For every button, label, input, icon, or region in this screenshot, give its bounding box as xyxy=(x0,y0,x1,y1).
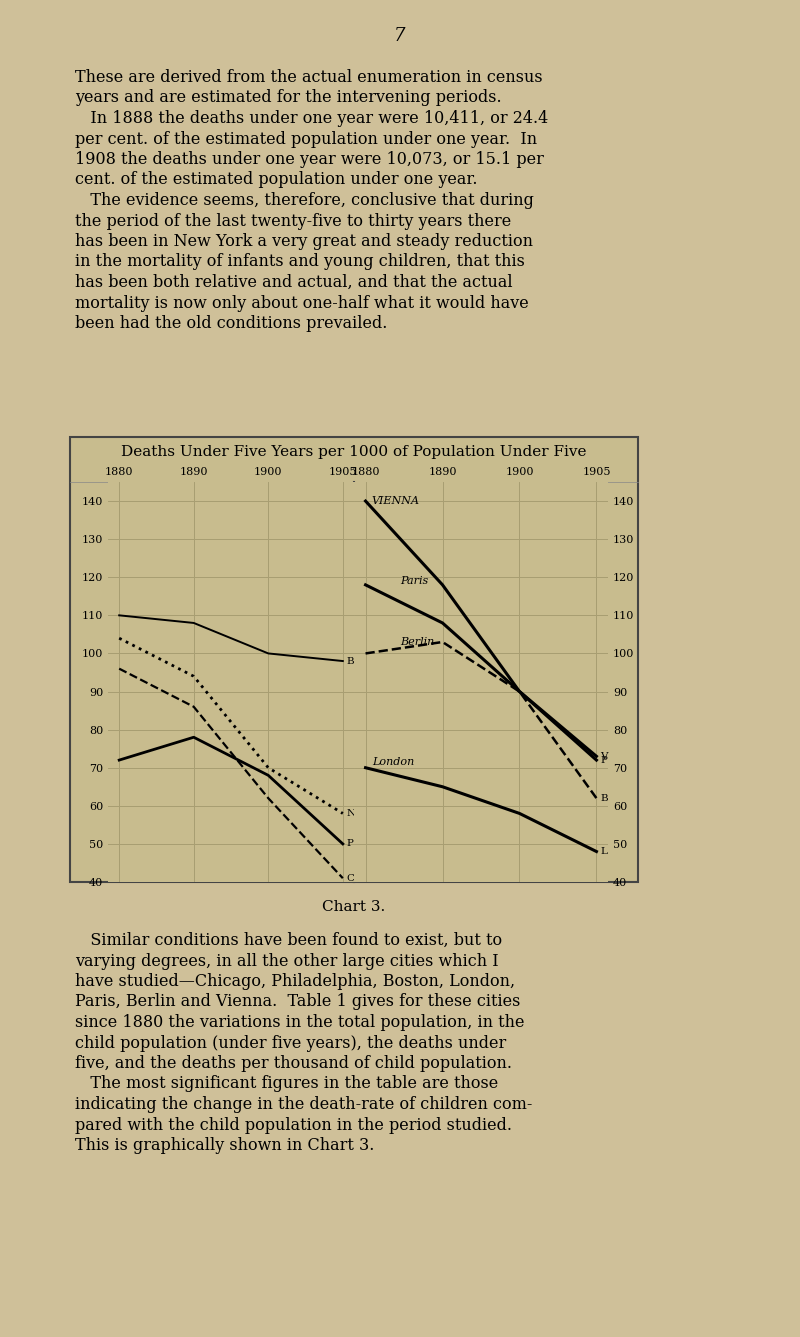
Text: The evidence seems, therefore, conclusive that during: The evidence seems, therefore, conclusiv… xyxy=(75,193,534,209)
Text: Berlin: Berlin xyxy=(400,636,434,647)
Text: C: C xyxy=(346,873,354,882)
Text: has been in New York a very great and steady reduction: has been in New York a very great and st… xyxy=(75,233,533,250)
Text: indicating the change in the death-rate of children com-: indicating the change in the death-rate … xyxy=(75,1096,532,1112)
Text: varying degrees, in all the other large cities which I: varying degrees, in all the other large … xyxy=(75,952,498,969)
Text: five, and the deaths per thousand of child population.: five, and the deaths per thousand of chi… xyxy=(75,1055,512,1072)
Text: Chart 3.: Chart 3. xyxy=(322,900,386,915)
Bar xyxy=(70,437,638,882)
Text: The most significant figures in the table are those: The most significant figures in the tabl… xyxy=(75,1075,498,1092)
Text: 1908 the deaths under one year were 10,073, or 15.1 per: 1908 the deaths under one year were 10,0… xyxy=(75,151,544,168)
Text: the period of the last twenty-five to thirty years there: the period of the last twenty-five to th… xyxy=(75,213,511,230)
Text: has been both relative and actual, and that the actual: has been both relative and actual, and t… xyxy=(75,274,513,291)
Text: pared with the child population in the period studied.: pared with the child population in the p… xyxy=(75,1116,512,1134)
Text: In 1888 the deaths under one year were 10,411, or 24.4: In 1888 the deaths under one year were 1… xyxy=(75,110,548,127)
Text: P: P xyxy=(600,755,607,765)
Text: per cent. of the estimated population under one year.  In: per cent. of the estimated population un… xyxy=(75,131,537,147)
Text: B: B xyxy=(600,794,608,802)
Text: mortality is now only about one-half what it would have: mortality is now only about one-half wha… xyxy=(75,294,529,312)
Text: Paris, Berlin and Vienna.  Table 1 gives for these cities: Paris, Berlin and Vienna. Table 1 gives … xyxy=(75,993,520,1011)
Text: Chicago: Chicago xyxy=(112,675,158,685)
Text: B: B xyxy=(346,656,354,666)
Text: Paris: Paris xyxy=(400,576,429,586)
Text: London: London xyxy=(372,757,414,767)
Text: since 1880 the variations in the total population, in the: since 1880 the variations in the total p… xyxy=(75,1013,525,1031)
Text: Deaths Under Five Years per 1000 of Population Under Five: Deaths Under Five Years per 1000 of Popu… xyxy=(122,445,586,459)
Text: 7: 7 xyxy=(394,27,406,45)
Text: child population (under five years), the deaths under: child population (under five years), the… xyxy=(75,1035,506,1051)
Text: been had the old conditions prevailed.: been had the old conditions prevailed. xyxy=(75,316,387,332)
Text: years and are estimated for the intervening periods.: years and are estimated for the interven… xyxy=(75,90,502,107)
Text: Similar conditions have been found to exist, but to: Similar conditions have been found to ex… xyxy=(75,932,502,949)
Text: in the mortality of infants and young children, that this: in the mortality of infants and young ch… xyxy=(75,254,525,270)
Text: New York: New York xyxy=(112,648,166,658)
Text: Boston: Boston xyxy=(112,618,151,628)
Text: This is graphically shown in Chart 3.: This is graphically shown in Chart 3. xyxy=(75,1136,374,1154)
Text: These are derived from the actual enumeration in census: These are derived from the actual enumer… xyxy=(75,70,542,86)
Text: cent. of the estimated population under one year.: cent. of the estimated population under … xyxy=(75,171,478,189)
Text: L: L xyxy=(600,848,607,856)
Text: NY: NY xyxy=(346,809,362,818)
Text: Phila-
delphia: Phila- delphia xyxy=(112,734,154,755)
Text: V: V xyxy=(600,751,608,761)
Text: P: P xyxy=(346,840,354,849)
Text: have studied—Chicago, Philadelphia, Boston, London,: have studied—Chicago, Philadelphia, Bost… xyxy=(75,973,515,989)
Text: VIENNA: VIENNA xyxy=(372,496,420,505)
